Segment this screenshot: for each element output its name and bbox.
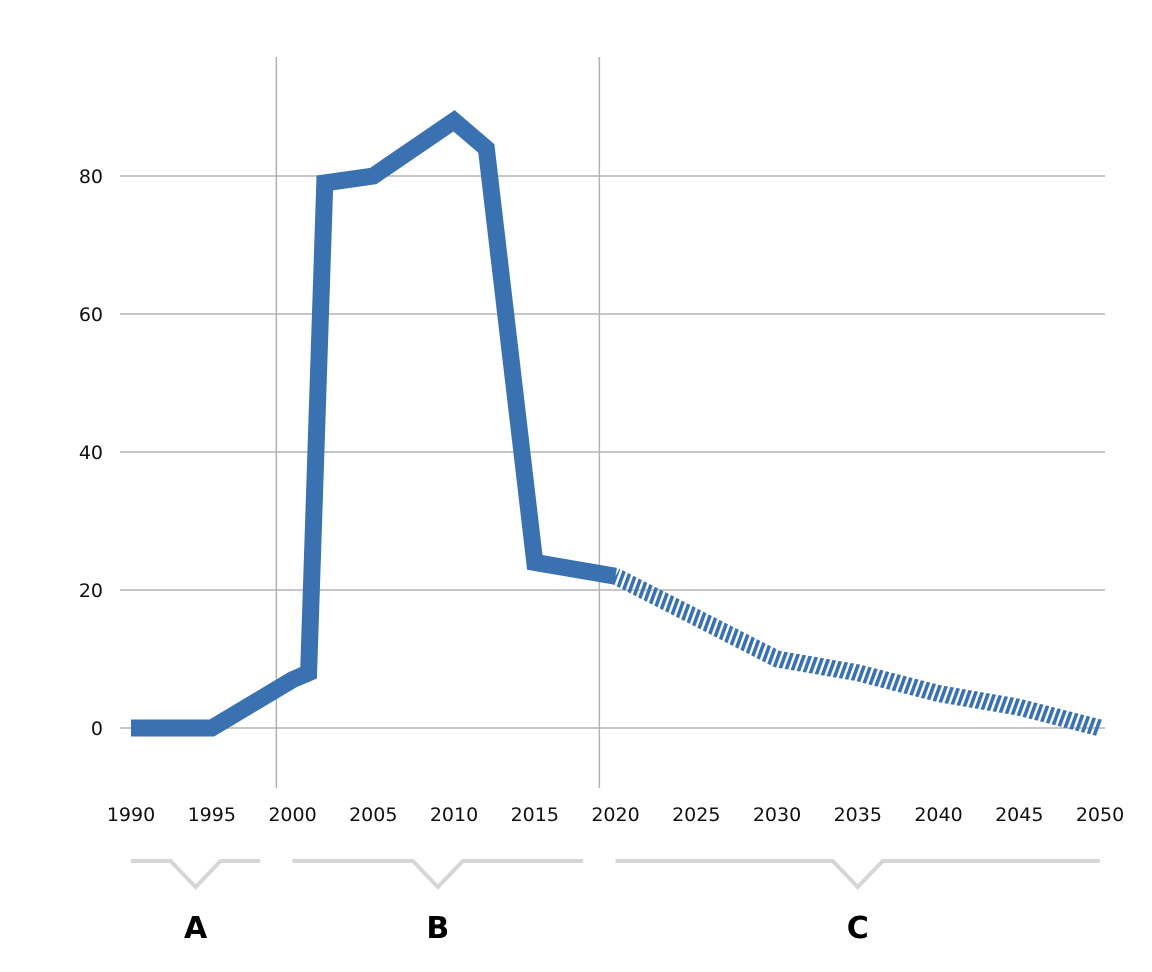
y-tick-label: 20 (79, 580, 103, 602)
x-tick-label: 1990 (107, 804, 155, 826)
x-tick-label: 1995 (188, 804, 236, 826)
projection-series-line (611, 568, 1103, 737)
x-axis-tick-labels: 1990 1995 2000 2005 2010 2015 2020 2025 2030 2035… (107, 804, 1124, 826)
period-brace-c (615, 859, 1100, 890)
y-axis-tick-labels: 0 20 40 60 80 (79, 166, 103, 740)
x-tick-label: 2035 (834, 804, 882, 826)
x-tick-label: 2050 (1076, 804, 1124, 826)
period-dividers (275, 57, 601, 788)
grid (120, 175, 1105, 729)
x-tick-label: 2000 (268, 804, 316, 826)
period-braces: A B C (131, 859, 1100, 946)
y-tick-label: 60 (79, 304, 103, 326)
historical-series-line (131, 110, 617, 737)
period-label-c: C (847, 911, 869, 946)
x-tick-label: 2040 (914, 804, 962, 826)
period-brace-a (131, 859, 261, 890)
x-tick-label: 2005 (349, 804, 397, 826)
x-tick-label: 2045 (995, 804, 1043, 826)
x-tick-label: 2030 (753, 804, 801, 826)
period-brace-b (292, 859, 584, 890)
x-tick-label: 2020 (591, 804, 639, 826)
y-tick-label: 40 (79, 442, 103, 464)
x-tick-label: 2010 (430, 804, 478, 826)
series (131, 110, 1103, 737)
y-tick-label: 0 (91, 718, 103, 740)
y-tick-label: 80 (79, 166, 103, 188)
x-tick-label: 2025 (672, 804, 720, 826)
period-label-b: B (426, 911, 449, 946)
period-label-a: A (184, 911, 208, 946)
x-tick-label: 2015 (511, 804, 559, 826)
